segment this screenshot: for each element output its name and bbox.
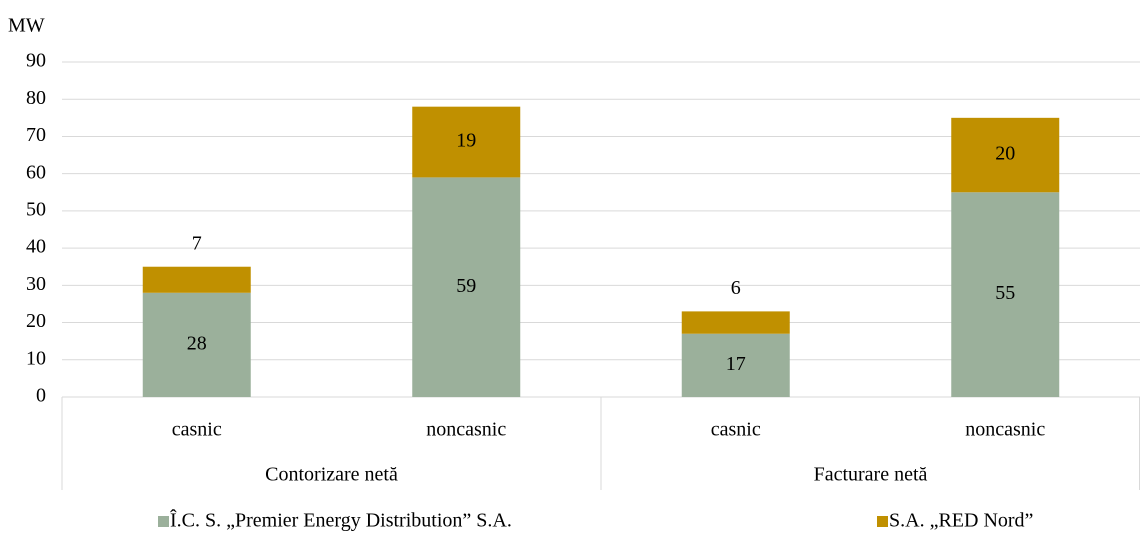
legend-swatch — [158, 516, 169, 527]
x-tick-label: casnic — [172, 419, 222, 441]
legend-label: Î.C. S. „Premier Energy Distribution” S.… — [170, 509, 512, 532]
y-axis-label: MW — [8, 15, 45, 37]
y-tick-label: 0 — [36, 385, 46, 407]
x-tick-label: noncasnic — [965, 419, 1045, 441]
bar-segment — [681, 333, 790, 397]
y-tick-label: 50 — [26, 198, 46, 220]
bar-segment — [142, 292, 251, 397]
y-tick-label: 10 — [26, 347, 46, 369]
bar-segment — [951, 192, 1060, 397]
y-tick-label: 20 — [26, 310, 46, 332]
x-tick-label: noncasnic — [426, 419, 506, 441]
group-label: Contorizare netă — [265, 464, 398, 486]
data-label: 6 — [731, 277, 741, 299]
y-tick-label: 30 — [26, 273, 46, 295]
y-tick-label: 90 — [26, 50, 46, 72]
bar-segment — [681, 311, 790, 334]
y-tick-label: 60 — [26, 161, 46, 183]
data-label: 59 — [456, 275, 476, 297]
data-label: 19 — [456, 130, 476, 152]
y-tick-label: 70 — [26, 124, 46, 146]
bar-segment — [412, 177, 521, 397]
data-label: 28 — [187, 332, 207, 354]
data-label: 20 — [995, 143, 1015, 165]
legend-label: S.A. „RED Nord” — [889, 510, 1033, 532]
bar-segment — [142, 266, 251, 293]
group-label: Facturare netă — [814, 464, 928, 486]
y-tick-label: 80 — [26, 87, 46, 109]
data-label: 55 — [995, 282, 1015, 304]
y-tick-label: 40 — [26, 236, 46, 258]
x-tick-label: casnic — [711, 419, 761, 441]
bar-segment — [412, 106, 521, 178]
data-label: 7 — [192, 232, 202, 254]
legend-swatch — [877, 516, 888, 527]
bar-segment — [951, 117, 1060, 193]
data-label: 17 — [726, 353, 746, 375]
